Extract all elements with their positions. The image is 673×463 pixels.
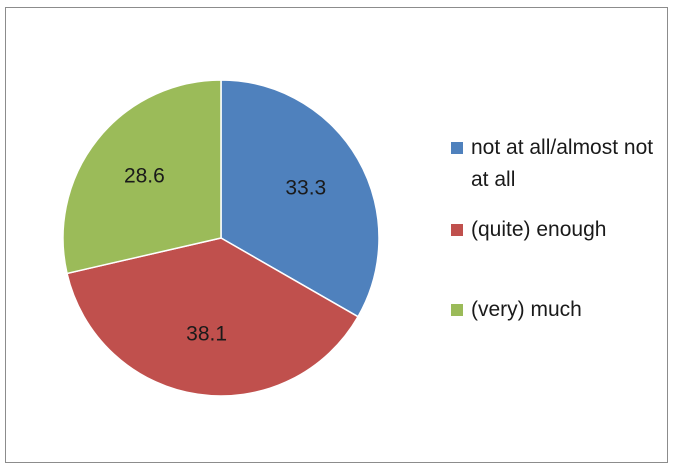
pie-slice: [66, 237, 360, 397]
legend-item: not at all/almost not at all: [451, 132, 661, 196]
chart-area: 33.3 38.1 28.6 not at all/almost not at al…: [5, 7, 668, 463]
pie-slice: [62, 79, 222, 275]
legend-item: (very) much: [451, 294, 661, 326]
slice-data-label: 38.1: [186, 322, 227, 345]
pie-slice: [220, 79, 380, 318]
legend-swatch: [451, 142, 463, 154]
pie-chart: 33.3 38.1 28.6: [62, 79, 380, 397]
legend-swatch: [451, 304, 463, 316]
legend-label: (very) much: [471, 298, 582, 321]
legend-label: (quite) enough: [471, 218, 607, 241]
legend-swatch: [451, 224, 463, 236]
legend-label: not at all/almost not at all: [471, 136, 654, 191]
slice-data-label: 28.6: [124, 165, 165, 188]
slice-data-label: 33.3: [285, 176, 326, 199]
legend-item: (quite) enough: [451, 214, 661, 246]
